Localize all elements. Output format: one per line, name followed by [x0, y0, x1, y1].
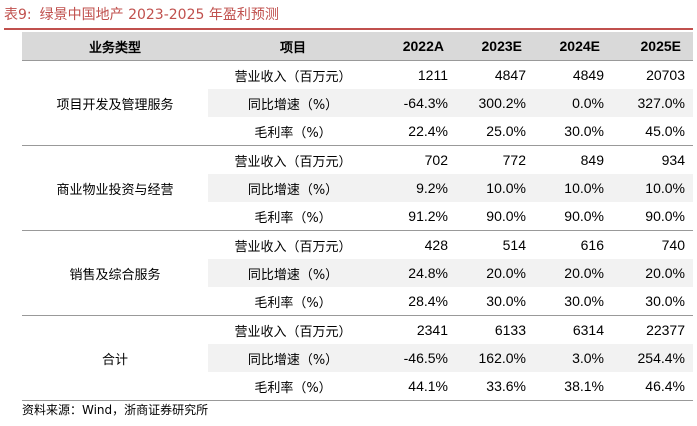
- metric-cell: 同比增速（%）: [208, 344, 378, 372]
- value-cell: 9.2%: [378, 174, 456, 202]
- value-cell: 934: [661, 152, 685, 168]
- value-cell: 10.0%: [534, 174, 612, 202]
- value-cell: 514: [502, 237, 526, 253]
- value-cell: 10.0%: [456, 174, 534, 202]
- header-item: 项目: [208, 32, 378, 61]
- metric-cell: 同比增速（%）: [208, 174, 378, 202]
- value-cell: 22377: [646, 322, 685, 338]
- value-cell: 30.0%: [456, 287, 534, 316]
- segment-cell: 项目开发及管理服务: [22, 60, 208, 146]
- value-cell: 46.4%: [612, 372, 693, 401]
- table-row: 合计 营业收入（百万元） 2341 6133 6314 22377: [22, 315, 693, 401]
- value-cell: 45.0%: [612, 117, 693, 146]
- title-rule: [4, 28, 693, 30]
- value-cell: 10.0%: [612, 174, 693, 202]
- metric-cell: 毛利率（%）: [208, 202, 378, 231]
- header-2022a: 2022A: [378, 32, 456, 61]
- value-cell: 3.0%: [534, 344, 612, 372]
- metric-cell: 毛利率（%）: [208, 117, 378, 146]
- value-cell: 428: [424, 237, 448, 253]
- table-row: 毛利率（%） 22.4% 25.0% 30.0% 45.0%: [22, 117, 693, 146]
- value-cell: 44.1%: [378, 372, 456, 401]
- value-cell: 22.4%: [378, 117, 456, 146]
- table-row: 毛利率（%） 44.1% 33.6% 38.1% 46.4%: [22, 372, 693, 401]
- value-cell: 0.0%: [534, 89, 612, 117]
- header-2025e: 2025E: [612, 32, 693, 61]
- table-row: 商业物业投资与经营 营业收入（百万元） 702 772 849 934: [22, 145, 693, 231]
- value-cell: 90.0%: [456, 202, 534, 231]
- value-cell: 30.0%: [534, 287, 612, 316]
- table-number: 表9:: [4, 7, 32, 23]
- value-cell: 1211: [417, 67, 448, 83]
- value-cell: 33.6%: [456, 372, 534, 401]
- value-cell: 327.0%: [612, 89, 693, 117]
- value-cell: 4847: [494, 67, 526, 83]
- segment-cell: 商业物业投资与经营: [22, 145, 208, 231]
- value-cell: 38.1%: [534, 372, 612, 401]
- value-cell: -46.5%: [378, 344, 456, 372]
- header-2024e: 2024E: [534, 32, 612, 61]
- value-cell: 91.2%: [378, 202, 456, 231]
- metric-cell: 毛利率（%）: [208, 287, 378, 316]
- segment-cell: 合计: [22, 315, 208, 401]
- metric-cell: 同比增速（%）: [208, 259, 378, 287]
- value-cell: 2341: [416, 322, 448, 338]
- table-row: 毛利率（%） 91.2% 90.0% 90.0% 90.0%: [22, 202, 693, 231]
- segment-cell: 销售及综合服务: [22, 230, 208, 316]
- metric-cell: 毛利率（%）: [208, 372, 378, 401]
- value-cell: 24.8%: [378, 259, 456, 287]
- value-cell: 616: [580, 237, 604, 253]
- table-row: 同比增速（%） 24.8% 20.0% 20.0% 20.0%: [22, 259, 693, 287]
- header-2023e: 2023E: [456, 32, 534, 61]
- value-cell: 740: [661, 237, 685, 253]
- value-cell: 702: [424, 152, 448, 168]
- source-note: 资料来源：Wind，浙商证券研究所: [22, 403, 209, 417]
- header-row: 业务类型 项目 2022A 2023E 2024E 2025E: [22, 32, 693, 61]
- value-cell: 6133: [494, 322, 526, 338]
- value-cell: 162.0%: [456, 344, 534, 372]
- value-cell: 254.4%: [612, 344, 693, 372]
- value-cell: 25.0%: [456, 117, 534, 146]
- header-segment: 业务类型: [22, 32, 208, 61]
- table-row: 项目开发及管理服务 营业收入（百万元） 1211 4847 4849 20703: [22, 60, 693, 146]
- metric-cell: 同比增速（%）: [208, 89, 378, 117]
- value-cell: 30.0%: [534, 117, 612, 146]
- value-cell: 90.0%: [612, 202, 693, 231]
- value-cell: 90.0%: [534, 202, 612, 231]
- value-cell: 30.0%: [612, 287, 693, 316]
- value-cell: -64.3%: [378, 89, 456, 117]
- value-cell: 6314: [572, 322, 604, 338]
- value-cell: 28.4%: [378, 287, 456, 316]
- metric-cell: 营业收入（百万元）: [234, 239, 352, 255]
- table-row: 销售及综合服务 营业收入（百万元） 428 514 616 740: [22, 230, 693, 316]
- metric-cell: 营业收入（百万元）: [234, 324, 352, 340]
- table-title-text: 绿景中国地产 2023-2025 年盈利预测: [39, 7, 279, 23]
- table-row: 毛利率（%） 28.4% 30.0% 30.0% 30.0%: [22, 287, 693, 316]
- value-cell: 772: [502, 152, 526, 168]
- table-row: 同比增速（%） -46.5% 162.0% 3.0% 254.4%: [22, 344, 693, 372]
- value-cell: 4849: [572, 67, 604, 83]
- table-row: 同比增速（%） -64.3% 300.2% 0.0% 327.0%: [22, 89, 693, 117]
- value-cell: 849: [580, 152, 604, 168]
- table-row: 同比增速（%） 9.2% 10.0% 10.0% 10.0%: [22, 174, 693, 202]
- metric-cell: 营业收入（百万元）: [234, 154, 352, 170]
- forecast-table: 业务类型 项目 2022A 2023E 2024E 2025E 项目开发及管理服…: [22, 32, 693, 401]
- value-cell: 20.0%: [612, 259, 693, 287]
- value-cell: 20703: [646, 67, 685, 83]
- metric-cell: 营业收入（百万元）: [234, 69, 352, 85]
- table-title: 表9: 绿景中国地产 2023-2025 年盈利预测: [4, 4, 279, 26]
- value-cell: 300.2%: [456, 89, 534, 117]
- value-cell: 20.0%: [534, 259, 612, 287]
- value-cell: 20.0%: [456, 259, 534, 287]
